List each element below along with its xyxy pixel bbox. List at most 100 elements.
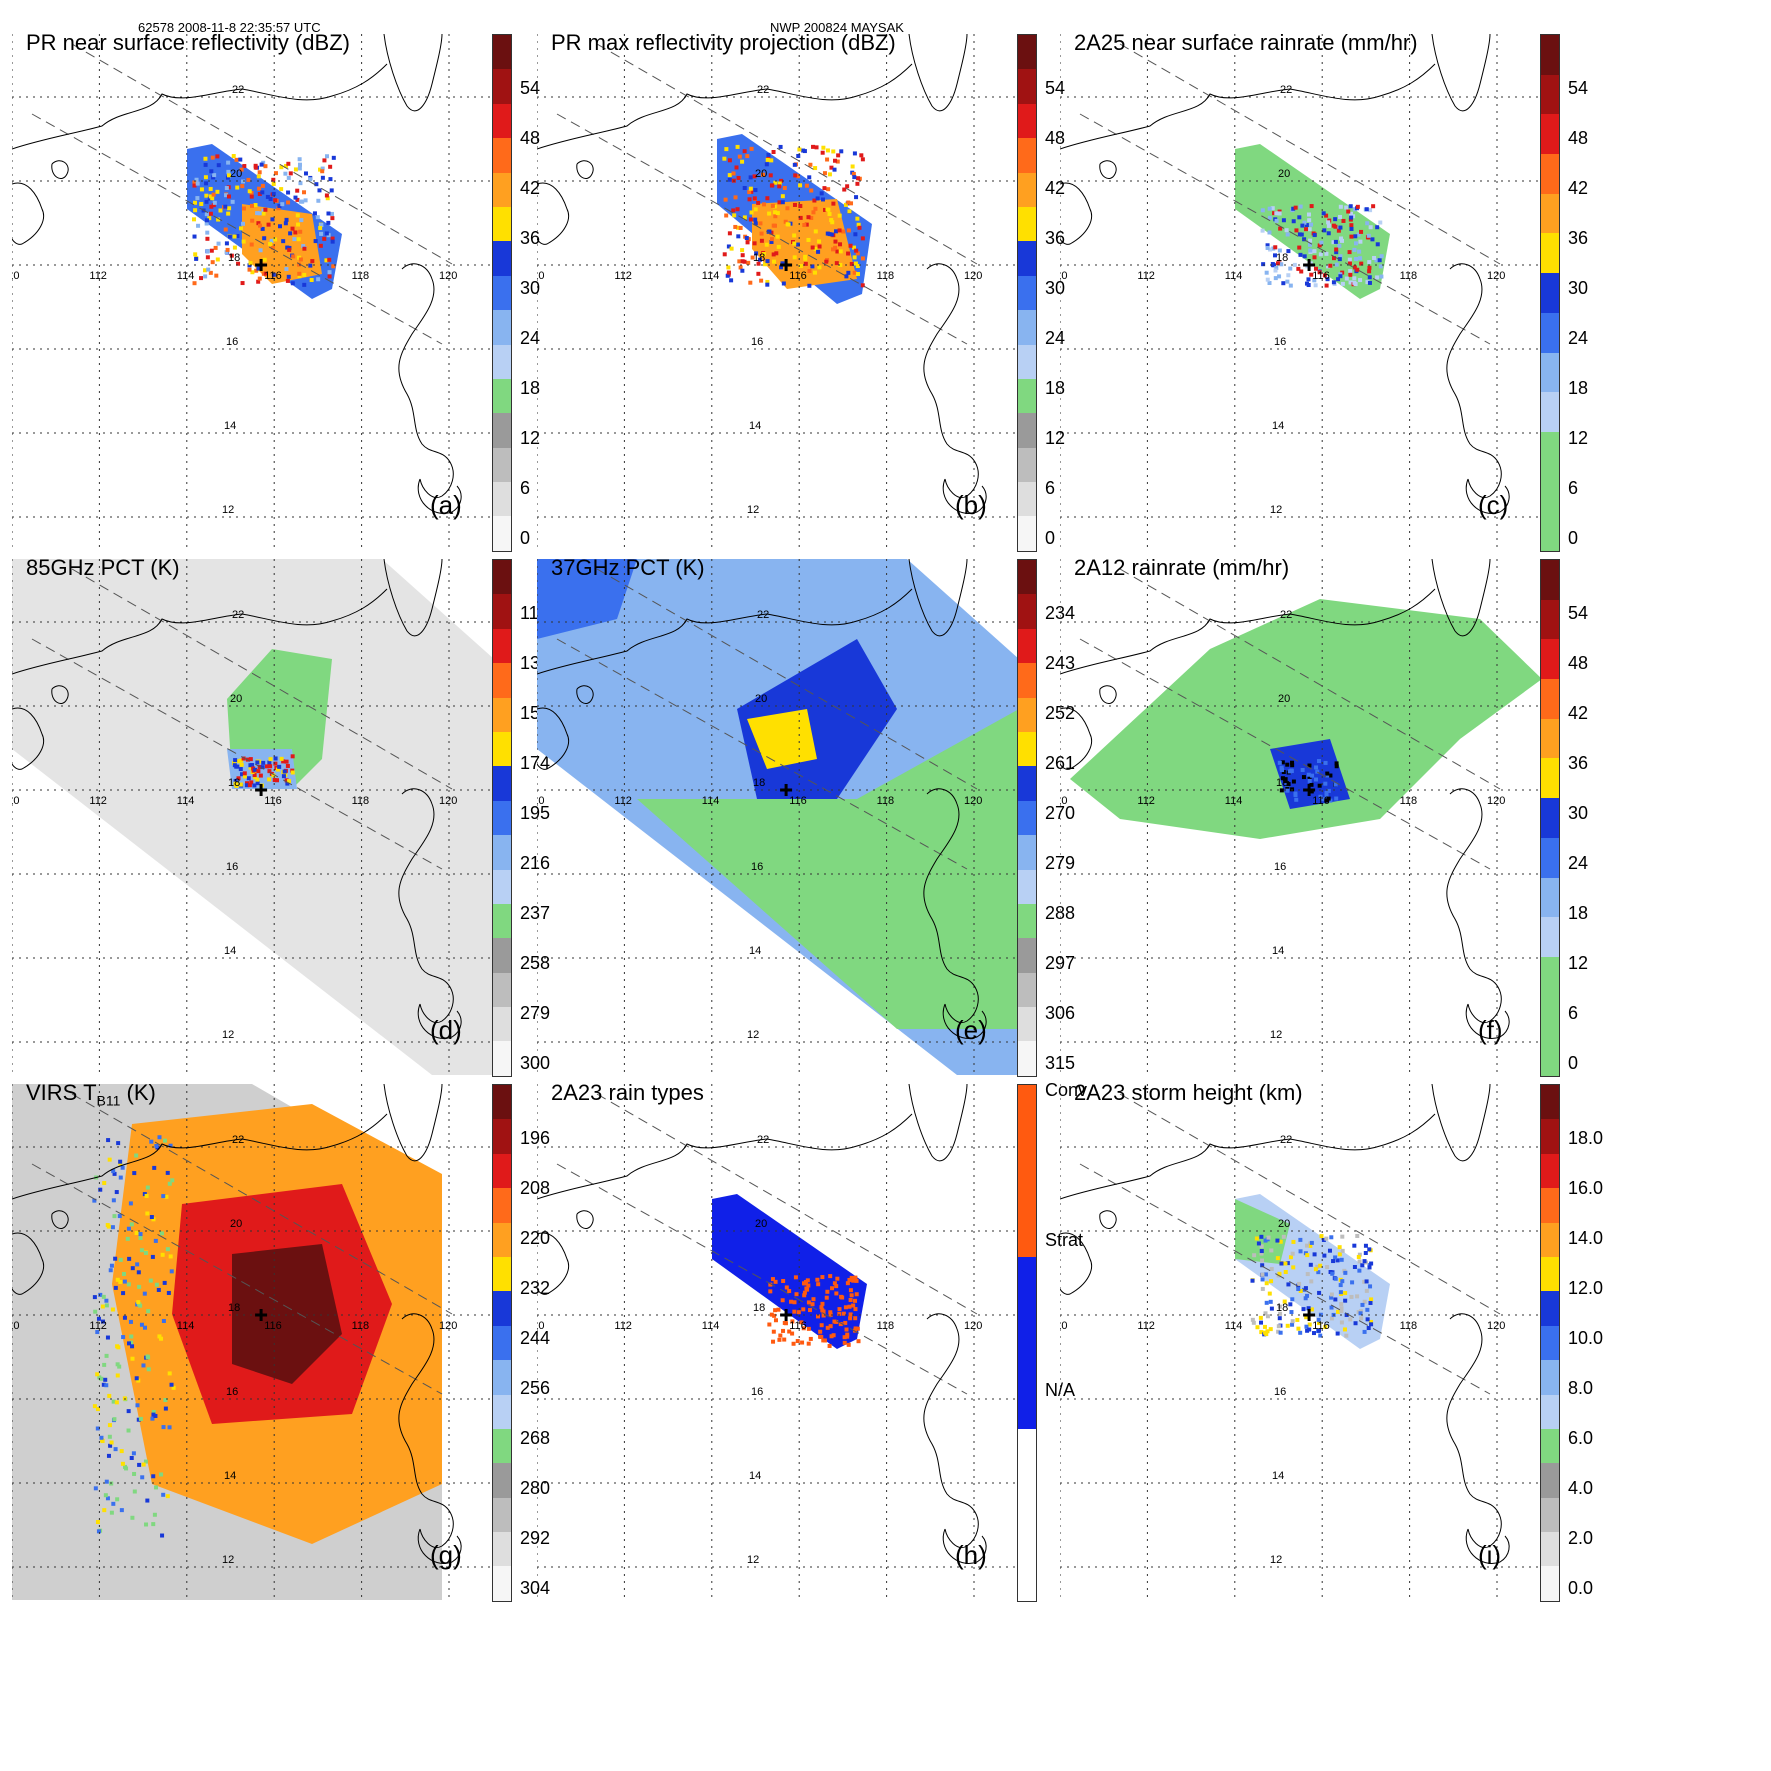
longitude-label: 116 [1312,270,1330,282]
reflectivity-pixel [277,224,282,229]
cloud-pixel [104,1353,109,1358]
rainrate-pixel [1267,206,1272,211]
cloud-pixel [149,1139,154,1144]
cloud-pixel [118,1159,123,1164]
colorbar-band [493,1153,511,1189]
colorbar-tick-label: 54 [520,78,541,98]
convective-pixel [771,1329,776,1334]
rainrate-pixel [1374,258,1379,263]
swath-edge [31,1163,443,1395]
cloud-pixel [93,1309,98,1314]
cloud-pixel [153,1238,158,1243]
cloud-pixel [161,1492,166,1497]
reflectivity-pixel [320,166,325,171]
luzon-south-coastline [942,1528,987,1564]
height-pixel [1290,1251,1295,1256]
colorbar-band [493,516,511,551]
convective-pixel [768,1282,773,1287]
cloud-pixel [139,1322,144,1327]
reflectivity-pixel [235,234,240,239]
taiwan-coastline [383,559,443,637]
reflectivity-pixel [779,178,784,183]
height-pixel [1343,1270,1348,1275]
reflectivity-pixel [817,265,822,270]
cloud-pixel [152,1512,157,1517]
reflectivity-pixel [838,249,843,254]
cloud-pixel [104,1298,109,1303]
swath-edge [556,638,968,870]
reflectivity-pixel [302,190,307,195]
reflectivity-pixel [727,173,732,178]
brightness-pixel [255,777,260,782]
cloud-pixel [115,1362,120,1367]
height-pixel [1316,1321,1321,1326]
convective-pixel [818,1329,823,1334]
convective-pixel [835,1276,840,1281]
luzon-coastline [1446,1313,1502,1548]
reflectivity-pixel [208,211,213,216]
rainrate-pixel [1339,236,1344,241]
colorbar-tick-label: 237 [520,903,551,923]
rainrate-pixel [1338,214,1343,219]
brightness-pixel [252,783,257,788]
height-pixel [1329,1305,1334,1310]
reflectivity-pixel [773,210,778,215]
reflectivity-pixel [320,169,325,174]
colorbar-band [493,206,511,242]
convective-pixel [849,1293,854,1298]
latitude-label: 22 [757,84,769,96]
rainrate-pixel [1344,276,1349,281]
cloud-pixel [95,1407,100,1412]
height-pixel [1278,1311,1283,1316]
colorbar-tick-label: 30 [520,278,541,298]
cloud-pixel [160,1533,165,1538]
panel-a: PR near surface reflectivity (dBZ) 22 20 18… [0,30,540,595]
cloud-pixel [112,1171,117,1176]
colorbar-band [493,69,511,104]
reflectivity-pixel [263,271,268,276]
rainrate-pixel [1317,270,1322,275]
height-pixel [1251,1320,1256,1325]
cloud-pixel [153,1413,158,1418]
reflectivity-pixel [226,160,231,165]
taiwan-coastline [908,559,968,637]
brightness-pixel [238,767,243,772]
colorbar-band [1018,206,1036,242]
cloud-pixel [107,1157,112,1162]
rainrate-pixel [1326,231,1331,236]
reflectivity-pixel [224,250,229,255]
convective-pixel [787,1289,792,1294]
convective-pixel [838,1322,843,1327]
panel-d: 85GHz PCT (K)222018161412110112114116118… [0,555,550,1120]
height-pixel [1369,1297,1374,1302]
reflectivity-pixel [271,272,276,277]
rainrate-pixel [1275,261,1280,266]
map-area: 222018161412110112114116118120 [537,34,1019,550]
map-svg: 222018161412110112114116118120 [12,34,494,550]
reflectivity-pixel [771,252,776,257]
map-svg: 222018161412110112114116118120 [1060,1084,1542,1600]
colorbar-band [1018,447,1036,483]
colorbar-band [1541,352,1559,393]
reflectivity-pixel [207,196,212,201]
latitude-label: 18 [1276,1302,1288,1314]
height-pixel [1349,1294,1354,1299]
height-pixel [1289,1310,1294,1315]
longitude-label: 110 [1060,1320,1068,1332]
colorbar-band [1541,679,1559,719]
panel-title: 2A25 near surface rainrate (mm/hr) [1074,30,1418,56]
reflectivity-pixel [855,272,860,277]
china-coastline [537,1113,913,1200]
height-pixel [1368,1300,1373,1305]
reflectivity-pixel [803,261,808,266]
reflectivity-pixel [254,268,259,273]
colorbar [492,34,512,552]
cloud-pixel [113,1285,118,1290]
colorbar-band [493,1256,511,1292]
convective-pixel [846,1342,851,1347]
storm-center-marker [255,784,268,796]
island-coastline [1099,1210,1117,1229]
reflectivity-pixel [846,251,851,256]
map-svg: 222018161412110112114116118120 [537,34,1019,550]
colorbar-tick-label: 48 [1568,653,1589,673]
